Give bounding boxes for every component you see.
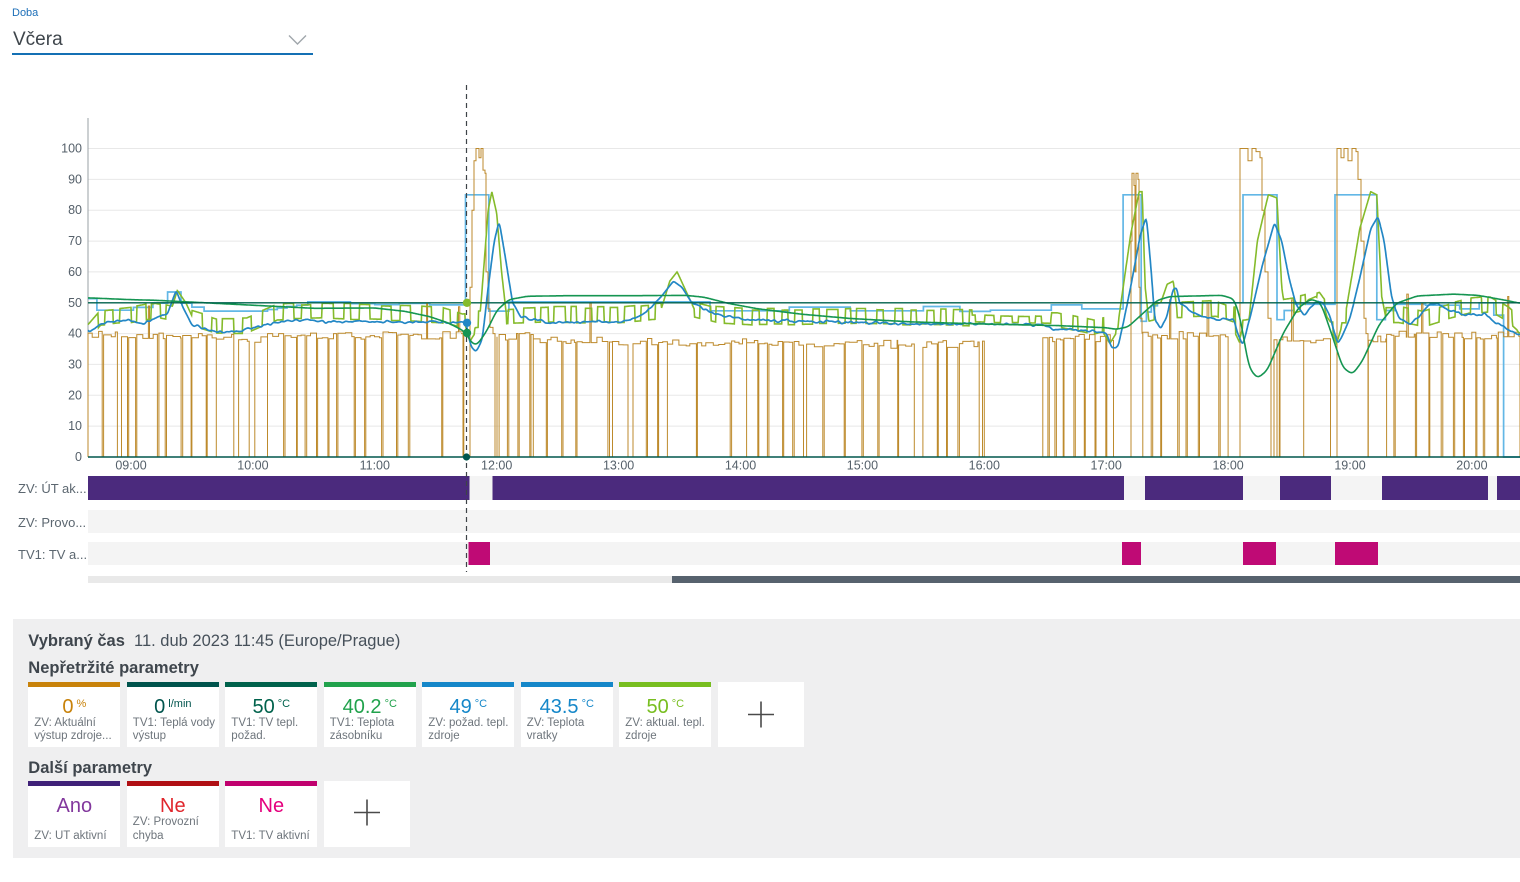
svg-text:09:00: 09:00	[115, 459, 146, 473]
svg-text:20: 20	[68, 388, 82, 402]
svg-text:13:00: 13:00	[603, 459, 634, 473]
svg-text:14:00: 14:00	[725, 459, 756, 473]
svg-text:15:00: 15:00	[847, 459, 878, 473]
svg-text:ZV: Provo...: ZV: Provo...	[18, 515, 86, 530]
svg-text:0: 0	[75, 450, 82, 464]
svg-text:50: 50	[68, 296, 82, 310]
svg-text:90: 90	[68, 172, 82, 186]
svg-text:16:00: 16:00	[969, 459, 1000, 473]
svg-text:17:00: 17:00	[1091, 459, 1122, 473]
svg-text:19:00: 19:00	[1334, 459, 1365, 473]
svg-text:60: 60	[68, 265, 82, 279]
svg-text:40: 40	[68, 327, 82, 341]
svg-text:TV1: TV a...: TV1: TV a...	[18, 547, 87, 562]
svg-text:70: 70	[68, 234, 82, 248]
svg-text:100: 100	[61, 142, 82, 156]
svg-text:10:00: 10:00	[237, 459, 268, 473]
svg-text:12:00: 12:00	[481, 459, 512, 473]
svg-text:10: 10	[68, 419, 82, 433]
svg-text:11:00: 11:00	[360, 459, 390, 473]
svg-text:80: 80	[68, 203, 82, 217]
svg-text:30: 30	[68, 357, 82, 371]
svg-text:18:00: 18:00	[1212, 459, 1243, 473]
svg-text:20:00: 20:00	[1456, 459, 1487, 473]
svg-text:ZV: ÚT ak...: ZV: ÚT ak...	[18, 481, 87, 496]
